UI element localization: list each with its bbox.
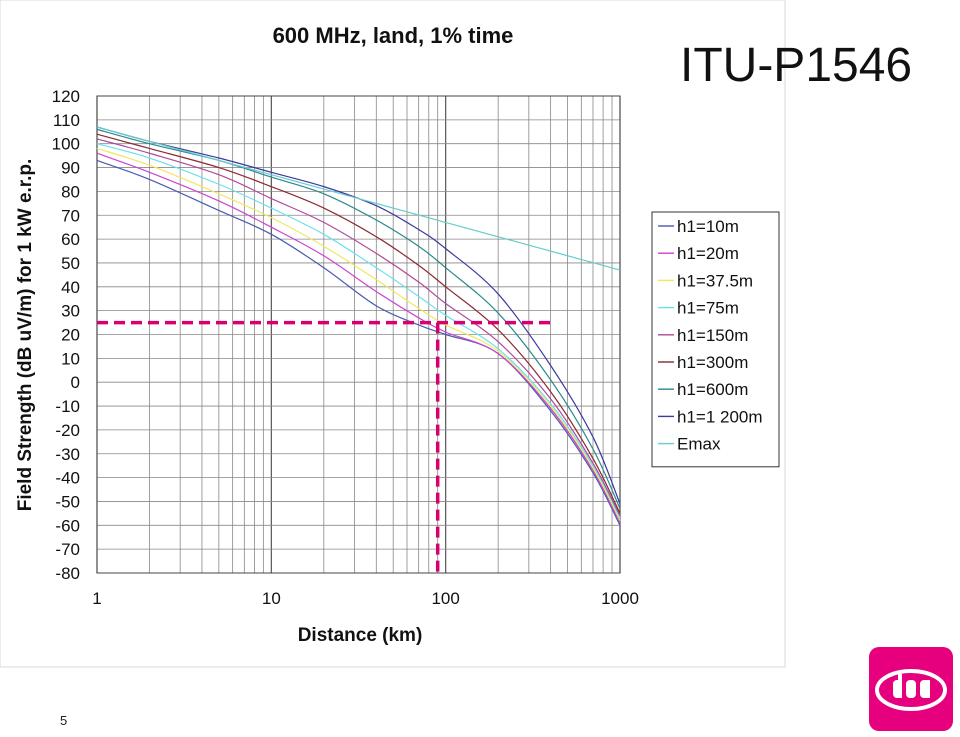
y-tick-label: -70	[55, 540, 80, 559]
x-tick-label: 10	[262, 589, 281, 608]
grid	[96, 95, 621, 574]
legend-box	[651, 211, 780, 468]
y-axis-label: Field Strength (dB uV/m) for 1 kW e.r.p.	[15, 159, 36, 512]
y-tick-label: -20	[55, 421, 80, 440]
plot-frame	[96, 95, 621, 574]
y-tick-label: 0	[71, 373, 80, 392]
y-tick-label: 10	[61, 349, 80, 368]
legend-entry: h1=150m	[677, 326, 748, 345]
y-tick-label: 30	[61, 302, 80, 321]
series-line-h1-10m	[96, 159, 621, 526]
x-axis-label: Distance (km)	[298, 625, 423, 646]
annotations	[97, 320, 551, 573]
series-line-h1-37-5m	[96, 147, 621, 521]
legend: h1=10m h1=20m h1=37.5m h1=75m h1=150m h1=300m…	[651, 211, 780, 468]
slide-title: ITU-P1546	[680, 39, 913, 92]
x-tick-label: 100	[431, 589, 459, 608]
chart-title: 600 MHz, land, 1% time	[273, 23, 514, 48]
y-tick-label: -10	[55, 397, 80, 416]
series-line-h1-1-200m	[96, 126, 621, 505]
series-line-h1-20m	[96, 152, 621, 524]
y-tick-label: 60	[61, 230, 80, 249]
dna-logo	[869, 647, 953, 731]
series-line-h1-75m	[96, 143, 621, 519]
series-line-h1-300m	[96, 133, 621, 514]
y-tick-label: -80	[55, 564, 80, 583]
y-tick-label: 90	[61, 159, 80, 178]
legend-entry: h1=1 200m	[677, 407, 763, 426]
dna-logo-mark	[875, 669, 947, 711]
x-tick-label: 1000	[601, 589, 639, 608]
axis-ticks: 1201101009080706050403020100-10-20-30-40…	[52, 87, 639, 608]
y-tick-label: 70	[61, 206, 80, 225]
legend-entry: Emax	[677, 435, 721, 454]
legend-entry: h1=75m	[677, 299, 739, 318]
legend-entry: h1=20m	[677, 244, 739, 263]
legend-entry: h1=10m	[677, 217, 739, 236]
y-tick-label: -40	[55, 469, 80, 488]
y-tick-label: -30	[55, 445, 80, 464]
legend-entry: h1=300m	[677, 353, 748, 372]
y-tick-label: -60	[55, 516, 80, 535]
series-lines	[96, 126, 621, 526]
y-tick-label: 40	[61, 278, 80, 297]
legend-entry: h1=37.5m	[677, 271, 753, 290]
y-tick-label: 110	[53, 111, 80, 130]
y-tick-label: 120	[52, 87, 80, 106]
series-line-emax	[96, 126, 621, 271]
legend-entry: h1=600m	[677, 380, 748, 399]
y-tick-label: 50	[61, 254, 80, 273]
page-number: 5	[60, 713, 68, 728]
series-line-h1-150m	[96, 138, 621, 517]
y-tick-label: 80	[61, 182, 80, 201]
x-tick-label: 1	[92, 589, 101, 608]
y-tick-label: 100	[52, 135, 80, 154]
y-tick-label: 20	[61, 326, 80, 345]
y-tick-label: -50	[55, 492, 80, 511]
